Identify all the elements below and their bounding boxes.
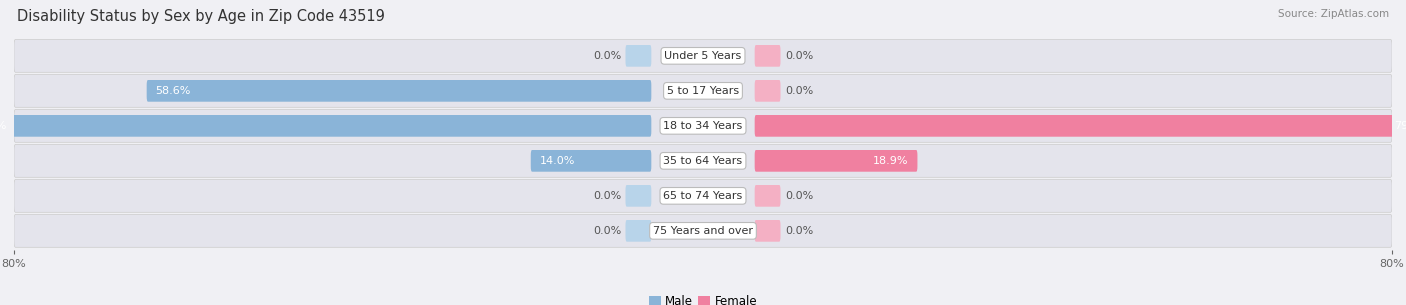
FancyBboxPatch shape bbox=[14, 144, 1392, 177]
FancyBboxPatch shape bbox=[626, 185, 651, 207]
FancyBboxPatch shape bbox=[531, 150, 651, 172]
FancyBboxPatch shape bbox=[755, 150, 918, 172]
Text: 35 to 64 Years: 35 to 64 Years bbox=[664, 156, 742, 166]
Text: 58.6%: 58.6% bbox=[155, 86, 191, 96]
Text: 65 to 74 Years: 65 to 74 Years bbox=[664, 191, 742, 201]
FancyBboxPatch shape bbox=[626, 220, 651, 242]
Text: Under 5 Years: Under 5 Years bbox=[665, 51, 741, 61]
FancyBboxPatch shape bbox=[626, 45, 651, 67]
Legend: Male, Female: Male, Female bbox=[644, 290, 762, 305]
FancyBboxPatch shape bbox=[14, 179, 1392, 212]
FancyBboxPatch shape bbox=[755, 45, 780, 67]
FancyBboxPatch shape bbox=[755, 80, 780, 102]
Text: 0.0%: 0.0% bbox=[785, 226, 813, 236]
Text: 0.0%: 0.0% bbox=[593, 226, 621, 236]
Text: 14.0%: 14.0% bbox=[540, 156, 575, 166]
Text: 0.0%: 0.0% bbox=[785, 191, 813, 201]
Text: 0.0%: 0.0% bbox=[785, 86, 813, 96]
FancyBboxPatch shape bbox=[755, 220, 780, 242]
Text: 80.0%: 80.0% bbox=[0, 121, 7, 131]
Text: Disability Status by Sex by Age in Zip Code 43519: Disability Status by Sex by Age in Zip C… bbox=[17, 9, 385, 24]
Text: 75 Years and over: 75 Years and over bbox=[652, 226, 754, 236]
FancyBboxPatch shape bbox=[146, 80, 651, 102]
FancyBboxPatch shape bbox=[14, 109, 1392, 142]
Text: 0.0%: 0.0% bbox=[593, 191, 621, 201]
Text: 0.0%: 0.0% bbox=[593, 51, 621, 61]
FancyBboxPatch shape bbox=[0, 115, 651, 137]
FancyBboxPatch shape bbox=[14, 39, 1392, 72]
Text: 0.0%: 0.0% bbox=[785, 51, 813, 61]
FancyBboxPatch shape bbox=[755, 185, 780, 207]
Text: 18 to 34 Years: 18 to 34 Years bbox=[664, 121, 742, 131]
Text: Source: ZipAtlas.com: Source: ZipAtlas.com bbox=[1278, 9, 1389, 19]
FancyBboxPatch shape bbox=[14, 214, 1392, 247]
Text: 79.4%: 79.4% bbox=[1395, 121, 1406, 131]
Text: 5 to 17 Years: 5 to 17 Years bbox=[666, 86, 740, 96]
FancyBboxPatch shape bbox=[14, 74, 1392, 107]
FancyBboxPatch shape bbox=[755, 115, 1406, 137]
Text: 18.9%: 18.9% bbox=[873, 156, 908, 166]
